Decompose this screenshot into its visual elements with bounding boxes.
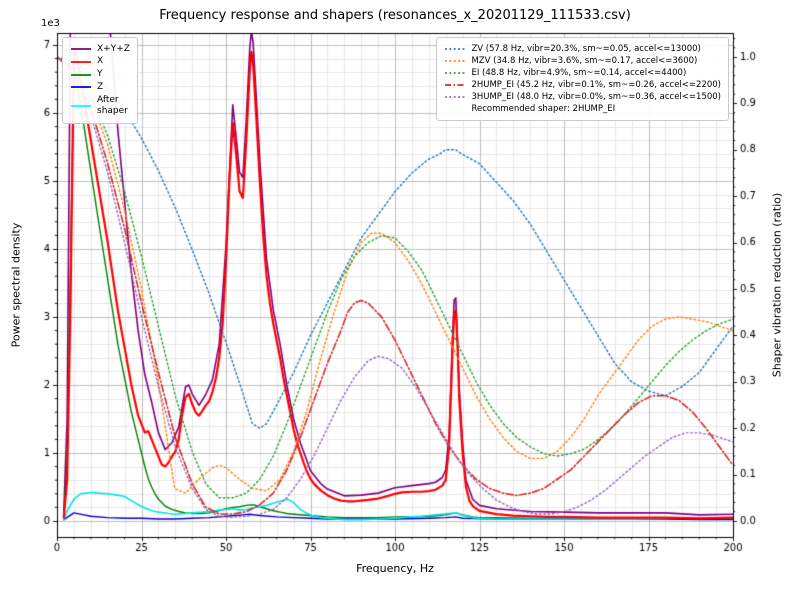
legend-entry-mzv: MZV (34.8 Hz, vibr=3.6%, sm~=0.17, accel… [444, 56, 721, 67]
legend-entry-after-shaper: After shaper [70, 95, 130, 118]
legend-line-3hump-ei-icon [445, 96, 466, 99]
legend-label-x: X [97, 56, 104, 67]
legend-label-after-shaper: After shaper [97, 94, 128, 116]
y-axis-offset-text: 1e3 [41, 18, 60, 29]
legend-line-2hump-ei-icon [445, 84, 466, 87]
legend-line-x-y-z-icon [71, 48, 91, 51]
legend-line-zv-icon [445, 47, 466, 50]
legend-label-ei: EI (48.8 Hz, vibr=4.9%, sm~=0.14, accel<… [471, 67, 687, 78]
y-axis-label-right: Shaper vibration reduction (ratio) [770, 192, 784, 378]
legend-entry-x: X [70, 56, 130, 67]
legend-label-x-y-z: X+Y+Z [97, 43, 130, 54]
legend-shapers: ZV (57.8 Hz, vibr=20.3%, sm~=0.05, accel… [436, 37, 729, 122]
legend-label-3hump-ei: 3HUMP_EI (48.0 Hz, vibr=0.0%, sm~=0.36, … [471, 92, 721, 102]
legend-entry-zv: ZV (57.8 Hz, vibr=20.3%, sm~=0.05, accel… [444, 44, 721, 55]
legend-line-z-icon [71, 86, 91, 89]
legend-line-x-icon [71, 60, 91, 63]
legend-entry-x-y-z: X+Y+Z [70, 44, 130, 55]
legend-label-y: Y [97, 69, 103, 79]
legend-psd: X+Y+Z X Y Z After shaper [62, 37, 138, 124]
legend-line-mzv-icon [445, 60, 466, 62]
legend-line-after-shaper-icon [71, 104, 91, 107]
legend-entry-y: Y [70, 69, 130, 80]
x-axis-label: Frequency, Hz [356, 562, 434, 575]
legend-label-mzv: MZV (34.8 Hz, vibr=3.6%, sm~=0.17, accel… [471, 55, 698, 66]
legend-entry-3hump-ei: 3HUMP_EI (48.0 Hz, vibr=0.0%, sm~=0.36, … [444, 92, 721, 103]
legend-line-y-icon [71, 73, 91, 76]
legend-entry-2hump-ei: 2HUMP_EI (45.2 Hz, vibr=0.1%, sm~=0.26, … [444, 80, 721, 91]
legend-label-zv: ZV (57.8 Hz, vibr=20.3%, sm~=0.05, accel… [471, 43, 701, 54]
legend-entry-z: Z [70, 82, 130, 93]
legend-entry-ei: EI (48.8 Hz, vibr=4.9%, sm~=0.14, accel<… [444, 68, 721, 79]
legend-footer-label: Recommended shaper: 2HUMP_EI [471, 104, 616, 115]
legend-label-2hump-ei: 2HUMP_EI (45.2 Hz, vibr=0.1%, sm~=0.26, … [471, 79, 721, 90]
legend-label-z: Z [97, 81, 104, 92]
y-axis-label-left: Power spectral density [9, 222, 23, 348]
legend-line-ei-icon [445, 72, 466, 74]
legend-footer-recommended: Recommended shaper: 2HUMP_EI [444, 104, 721, 115]
chart-title: Frequency response and shapers (resonanc… [159, 8, 631, 23]
